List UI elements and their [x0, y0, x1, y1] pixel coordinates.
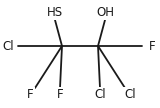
Text: F: F: [149, 40, 155, 52]
Text: F: F: [57, 88, 63, 102]
Text: HS: HS: [47, 6, 63, 18]
Text: Cl: Cl: [94, 88, 106, 102]
Text: F: F: [27, 88, 33, 102]
Text: Cl: Cl: [2, 40, 14, 52]
Text: Cl: Cl: [124, 88, 136, 102]
Text: OH: OH: [96, 6, 114, 18]
